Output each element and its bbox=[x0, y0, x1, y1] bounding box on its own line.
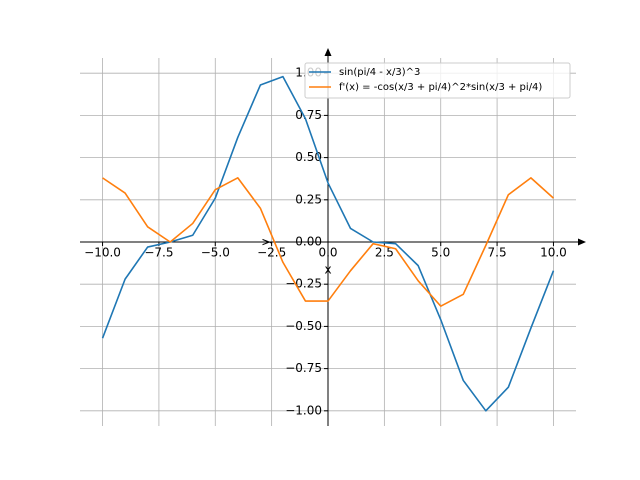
x-tick-label: −7.5 bbox=[144, 246, 173, 260]
legend-box bbox=[304, 62, 571, 99]
legend: sin(pi/4 - x/3)^3 f'(x) = -cos(x/3 + pi/4… bbox=[304, 62, 571, 99]
legend-label: sin(pi/4 - x/3)^3 bbox=[339, 67, 420, 78]
x-axis-arrow bbox=[578, 238, 586, 246]
legend-label: f'(x) = -cos(x/3 + pi/4)^2*sin(x/3 + pi/… bbox=[339, 82, 542, 93]
x-tick-label: 2.5 bbox=[375, 246, 394, 260]
y-axis-arrow bbox=[324, 48, 332, 56]
x-tick-label: −10.0 bbox=[84, 246, 121, 260]
x-tick-label: 10.0 bbox=[540, 246, 567, 260]
x-tick-label: 7.5 bbox=[488, 246, 507, 260]
x-tick-label: −2.5 bbox=[257, 246, 286, 260]
y-tick-label: −0.75 bbox=[285, 361, 322, 375]
y-tick-label: 0.50 bbox=[295, 150, 322, 164]
y-tick-label: −0.50 bbox=[285, 319, 322, 333]
x-tick-label: 5.0 bbox=[431, 246, 450, 260]
y-tick-label: −1.00 bbox=[285, 403, 322, 417]
x-tick-label: −5.0 bbox=[201, 246, 230, 260]
y-tick-label: 0.25 bbox=[295, 192, 322, 206]
y-tick-label: 0.75 bbox=[295, 108, 322, 122]
x-axis-label: x bbox=[324, 263, 331, 277]
y-tick-label: −0.25 bbox=[285, 277, 322, 291]
y-axis-label: y bbox=[259, 238, 273, 245]
line-series bbox=[101, 75, 555, 412]
line-series bbox=[102, 177, 554, 307]
